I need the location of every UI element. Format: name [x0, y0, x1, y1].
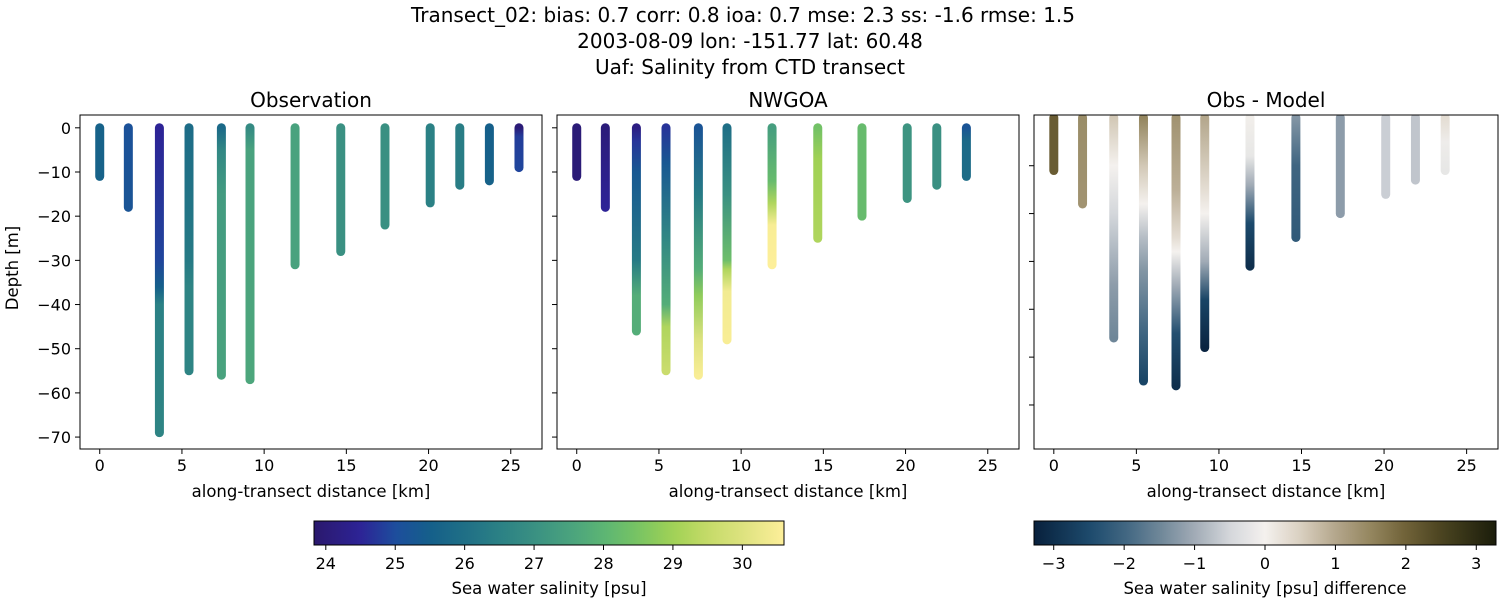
x-tick-label: 10: [731, 456, 751, 475]
x-tick-label: 15: [1291, 456, 1311, 475]
y-tick-label: −60: [37, 384, 71, 403]
y-tick-label: −10: [37, 163, 71, 182]
x-tick-label: 0: [1049, 456, 1059, 475]
x-tick-label: 25: [978, 456, 998, 475]
y-tick-label: −50: [37, 340, 71, 359]
colorbar-difference: [1033, 520, 1497, 546]
y-tick-label: −40: [37, 296, 71, 315]
x-tick-label: 20: [1374, 456, 1394, 475]
y-tick-label: −20: [37, 207, 71, 226]
x-tick-label: 15: [336, 456, 356, 475]
colorbar-difference-label: Sea water salinity [psu] difference: [1123, 579, 1406, 598]
colorbar-tick-label: −1: [1183, 554, 1207, 573]
x-tick-label: 25: [501, 456, 521, 475]
colorbar-tick-label: 2: [1401, 554, 1411, 573]
panel-title-observation: Observation: [250, 88, 372, 112]
colorbar-tick-label: −2: [1112, 554, 1136, 573]
plot-area-2: [1049, 115, 1450, 391]
x-axis-label-model: along-transect distance [km]: [669, 482, 908, 501]
x-tick-label: 15: [813, 456, 833, 475]
figure-title-line-2: 2003-08-09 lon: -151.77 lat: 60.48: [577, 29, 923, 53]
y-tick-label: −70: [37, 428, 71, 447]
figure-title-line-3: Uaf: Salinity from CTD transect: [595, 55, 905, 79]
y-tick-label: 0: [61, 119, 71, 138]
x-tick-label: 5: [1131, 456, 1141, 475]
axes-frame: [1033, 114, 1499, 450]
colorbar-tick-label: 27: [524, 554, 544, 573]
x-tick-label: 20: [418, 456, 438, 475]
colorbar-tick-label: 29: [663, 554, 683, 573]
colorbar-tick-label: 30: [732, 554, 752, 573]
x-tick-label: 20: [895, 456, 915, 475]
colorbar-tick-label: 3: [1471, 554, 1481, 573]
colorbar-tick-label: 24: [316, 554, 336, 573]
y-tick-label: −30: [37, 251, 71, 270]
y-axis-label: Depth [m]: [3, 226, 22, 310]
colorbar-tick-label: −3: [1042, 554, 1066, 573]
colorbar-tick-label: 1: [1330, 554, 1340, 573]
panel-title-model: NWGOA: [748, 88, 828, 112]
colorbar-salinity-label: Sea water salinity [psu]: [451, 579, 646, 598]
x-axis-label-observation: along-transect distance [km]: [192, 482, 431, 501]
colorbar-salinity: [313, 520, 785, 546]
x-tick-label: 0: [95, 456, 105, 475]
panel-title-difference: Obs - Model: [1207, 88, 1326, 112]
colorbar-tick-label: 0: [1260, 554, 1270, 573]
axes-frame: [556, 114, 1020, 450]
x-tick-label: 25: [1456, 456, 1476, 475]
figure-title-line-1: Transect_02: bias: 0.7 corr: 0.8 ioa: 0.…: [410, 3, 1075, 27]
x-axis-label-difference: along-transect distance [km]: [1147, 482, 1386, 501]
plot-area-0: [95, 123, 524, 438]
x-tick-label: 0: [572, 456, 582, 475]
axes-frame: [79, 114, 543, 450]
colorbar-tick-label: 28: [593, 554, 613, 573]
colorbar-tick-label: 25: [385, 554, 405, 573]
x-tick-label: 5: [177, 456, 187, 475]
x-tick-label: 10: [1209, 456, 1229, 475]
x-tick-label: 5: [654, 456, 664, 475]
colorbar-tick-label: 26: [454, 554, 474, 573]
plot-area-1: [572, 123, 971, 380]
x-tick-label: 10: [254, 456, 274, 475]
